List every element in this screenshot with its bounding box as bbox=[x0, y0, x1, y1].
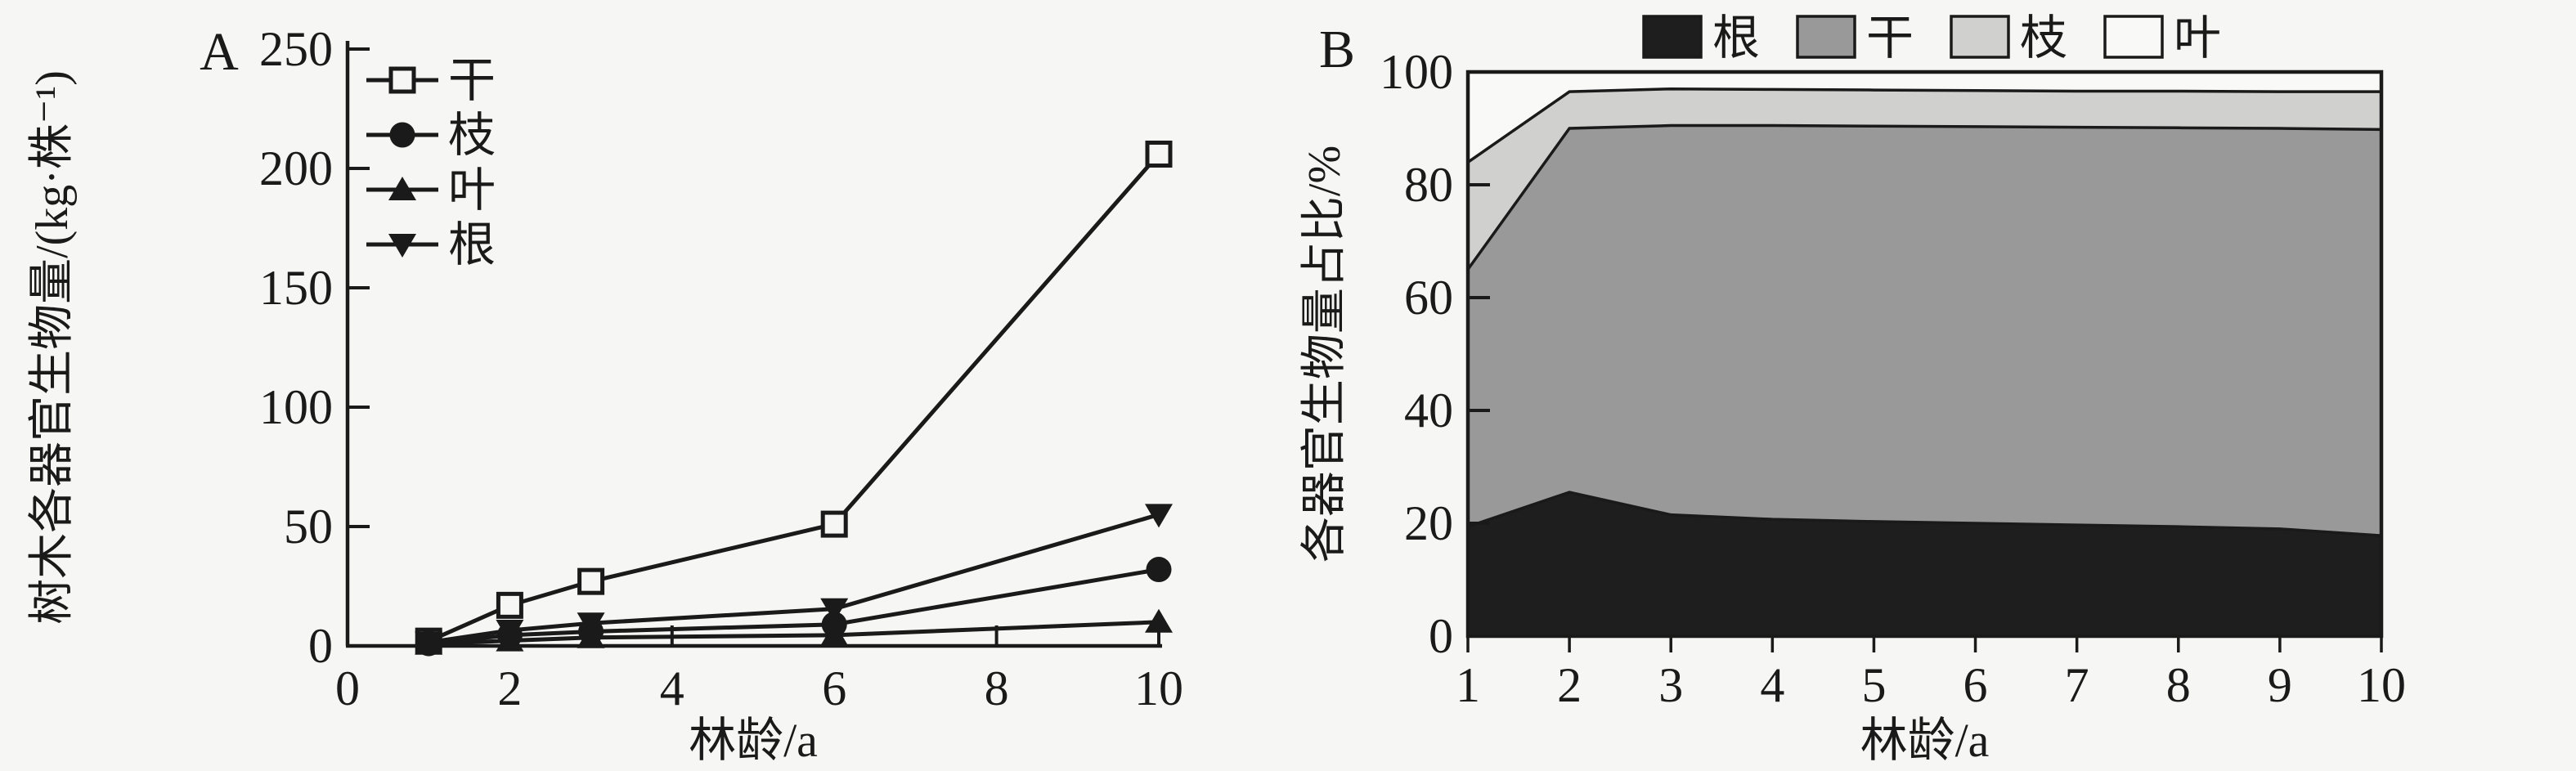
panel-a-y-tick-label: 50 bbox=[284, 500, 333, 554]
panel-b-legend-label: 根 bbox=[1712, 11, 1760, 65]
panel-a-y-tick-label: 250 bbox=[259, 22, 333, 76]
panel-b-legend-swatch bbox=[1950, 15, 2010, 59]
panel-b-label: B bbox=[1319, 20, 1355, 79]
panel-a-data-marker bbox=[820, 510, 848, 538]
panel-a-x-tick-label: 2 bbox=[497, 661, 522, 715]
panel-a-legend-label: 根 bbox=[448, 218, 496, 271]
panel-a-data-marker bbox=[577, 624, 605, 648]
panel-a-legend-item: 枝 bbox=[366, 109, 496, 162]
panel-a-x-axis-title: 林龄/a bbox=[689, 714, 818, 767]
panel-a-data-marker bbox=[577, 612, 605, 637]
panel-a-legend-marker bbox=[388, 234, 416, 258]
panel-a-x-tick-label: 10 bbox=[1134, 661, 1183, 715]
panel-a-legend-item: 叶 bbox=[366, 164, 496, 217]
panel-b-x-tick-label: 8 bbox=[2166, 658, 2191, 712]
panel-a-data-marker bbox=[415, 631, 443, 656]
panel-a-data-marker bbox=[577, 567, 605, 595]
panel-b-band-boundary bbox=[1467, 491, 2382, 537]
panel-b-band-boundary bbox=[1467, 87, 2381, 164]
panel-a-x-tick-label: 4 bbox=[660, 661, 684, 715]
panel-b-legend-label: 干 bbox=[1866, 11, 1914, 65]
panel-a-data-marker bbox=[1145, 140, 1173, 168]
panel-b-band-boundary bbox=[1466, 123, 2382, 271]
panel-a-legend-label: 干 bbox=[448, 54, 496, 107]
panel-b-area-trunk bbox=[1468, 125, 2381, 536]
panel-a-data-marker bbox=[1146, 557, 1172, 583]
panel-b-legend-swatch bbox=[2103, 15, 2164, 59]
panel-b-y-axis-title: 各器官生物量占比/% bbox=[1299, 146, 1350, 563]
panel-a-line-chart: A 0 50 100 150 200 250 0 2 4 6 8 10 林龄/a 树木各器官生物量/(kg·… bbox=[27, 22, 1183, 767]
panel-a-y-axis-title: 树木各器官生物量/(kg·株⁻¹) bbox=[27, 70, 78, 625]
panel-b-y-tick-label: 100 bbox=[1380, 45, 1453, 99]
panel-b-legend-item: 枝 bbox=[1950, 11, 2067, 65]
panel-b-stacked-area-chart: B 0 20 40 60 80 100 1 2 3 4 5 6 7 8 9 10 林龄/a 各器官生物量占比/% 根 干… bbox=[1299, 11, 2406, 767]
panel-b-y-tick-label: 60 bbox=[1404, 271, 1453, 325]
panel-b-y-tick-label: 80 bbox=[1404, 158, 1453, 212]
panel-b-y-tick-label: 0 bbox=[1429, 609, 1453, 663]
panel-a-legend-marker bbox=[388, 177, 416, 200]
panel-b-legend-item: 干 bbox=[1796, 11, 1914, 65]
panel-b-legend-label: 叶 bbox=[2174, 11, 2221, 65]
panel-a-legend-label: 枝 bbox=[448, 109, 496, 162]
panel-a-label: A bbox=[200, 22, 239, 82]
panel-b-area-root bbox=[1468, 492, 2381, 636]
panel-a-data-marker bbox=[820, 621, 849, 646]
panel-b-x-tick-label: 10 bbox=[2357, 658, 2406, 712]
panel-b-x-tick-label: 1 bbox=[1456, 658, 1480, 712]
panel-b-legend-item: 叶 bbox=[2103, 11, 2221, 65]
panel-a-legend-label: 叶 bbox=[448, 164, 496, 217]
panel-b-x-tick-label: 3 bbox=[1658, 658, 1683, 712]
panel-a-data-marker bbox=[496, 591, 523, 619]
panel-b-x-tick-label: 2 bbox=[1557, 658, 1582, 712]
panel-b-plot-frame bbox=[1465, 69, 2384, 639]
panel-a-data-marker bbox=[1145, 608, 1173, 633]
panel-a-legend-marker bbox=[388, 66, 416, 94]
panel-a-y-tick-label: 100 bbox=[259, 380, 333, 434]
panel-b-legend-label: 枝 bbox=[2020, 11, 2067, 65]
panel-a-y-tick-label: 200 bbox=[259, 141, 333, 195]
panel-b-x-tick-label: 5 bbox=[1861, 658, 1886, 712]
panel-a-x-tick-label: 8 bbox=[985, 661, 1009, 715]
panel-b-legend-swatch bbox=[1796, 15, 1856, 59]
panel-b-y-tick-label: 20 bbox=[1404, 496, 1453, 550]
panel-a-data-marker bbox=[1145, 504, 1173, 528]
panel-b-legend-swatch bbox=[1642, 15, 1703, 59]
panel-a-legend-item: 根 bbox=[366, 218, 496, 271]
panel-b-x-tick-label: 4 bbox=[1760, 658, 1784, 712]
panel-a-y-tick-label: 0 bbox=[308, 619, 333, 673]
panel-a-y-tick-label: 150 bbox=[259, 261, 333, 315]
panel-a-legend-item: 干 bbox=[366, 54, 496, 107]
panel-a-x-tick-label: 0 bbox=[335, 661, 360, 715]
panel-b-x-tick-label: 9 bbox=[2268, 658, 2292, 712]
panel-a-data-marker bbox=[820, 598, 849, 622]
panel-b-legend-item: 根 bbox=[1642, 11, 1760, 65]
panel-b-y-tick-label: 40 bbox=[1404, 383, 1453, 437]
panel-b-x-tick-label: 7 bbox=[2065, 658, 2089, 712]
panel-b-x-tick-label: 6 bbox=[1963, 658, 1988, 712]
panel-a-legend-marker bbox=[389, 122, 415, 148]
panel-a-x-tick-label: 6 bbox=[822, 661, 846, 715]
panel-a-series-filled-triangle-down bbox=[415, 504, 1173, 656]
panel-b-x-axis-title: 林龄/a bbox=[1860, 714, 1990, 767]
panel-a-data-marker bbox=[496, 620, 524, 644]
